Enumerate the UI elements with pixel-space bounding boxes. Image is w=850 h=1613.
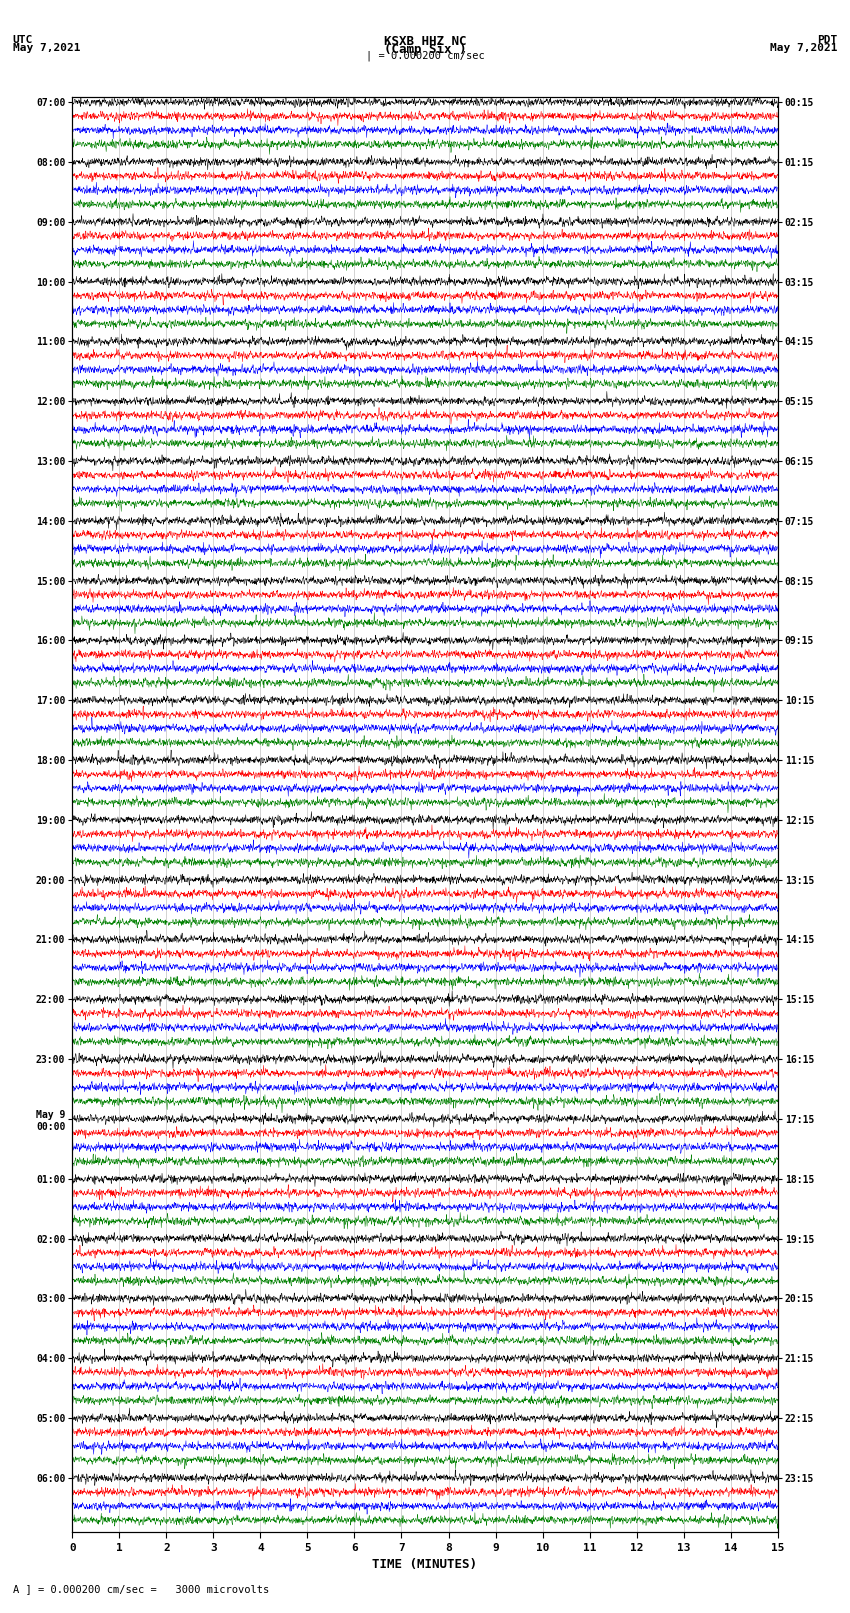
Text: PDT: PDT: [817, 35, 837, 45]
X-axis label: TIME (MINUTES): TIME (MINUTES): [372, 1558, 478, 1571]
Text: May 7,2021: May 7,2021: [770, 44, 837, 53]
Text: A ] = 0.000200 cm/sec =   3000 microvolts: A ] = 0.000200 cm/sec = 3000 microvolts: [13, 1584, 269, 1594]
Text: (Camp Six ): (Camp Six ): [383, 44, 467, 56]
Text: May 7,2021: May 7,2021: [13, 44, 80, 53]
Text: UTC: UTC: [13, 35, 33, 45]
Text: | = 0.000200 cm/sec: | = 0.000200 cm/sec: [366, 50, 484, 61]
Text: KSXB HHZ NC: KSXB HHZ NC: [383, 35, 467, 48]
